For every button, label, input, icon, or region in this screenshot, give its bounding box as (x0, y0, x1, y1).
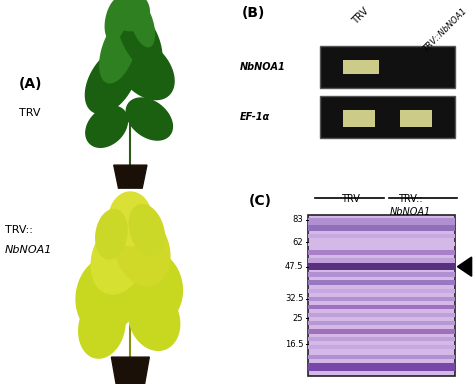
FancyBboxPatch shape (308, 263, 455, 270)
Polygon shape (129, 205, 164, 256)
FancyBboxPatch shape (308, 355, 455, 359)
FancyBboxPatch shape (308, 250, 455, 255)
Polygon shape (111, 357, 149, 384)
FancyBboxPatch shape (308, 215, 455, 376)
Polygon shape (115, 39, 174, 99)
Polygon shape (76, 257, 137, 334)
Text: 16.5: 16.5 (285, 339, 303, 349)
FancyBboxPatch shape (308, 297, 455, 301)
FancyBboxPatch shape (308, 337, 455, 341)
Text: (C): (C) (249, 194, 272, 208)
FancyBboxPatch shape (308, 258, 455, 263)
Text: TRV: TRV (341, 194, 360, 204)
FancyBboxPatch shape (343, 60, 379, 74)
Polygon shape (96, 210, 127, 259)
Polygon shape (86, 106, 128, 147)
Polygon shape (111, 0, 149, 31)
FancyBboxPatch shape (308, 218, 455, 225)
Polygon shape (100, 17, 137, 83)
Polygon shape (118, 6, 162, 71)
Polygon shape (130, 0, 155, 47)
Polygon shape (79, 295, 125, 358)
Polygon shape (109, 192, 152, 246)
Polygon shape (91, 220, 146, 294)
Text: NbNOA1: NbNOA1 (389, 207, 431, 217)
Text: 83: 83 (292, 215, 303, 224)
FancyBboxPatch shape (308, 225, 455, 231)
FancyBboxPatch shape (308, 280, 455, 285)
FancyBboxPatch shape (320, 46, 455, 88)
Text: (B): (B) (242, 6, 265, 20)
Text: TRV: TRV (350, 6, 371, 26)
Text: NbNOA1: NbNOA1 (239, 62, 285, 72)
Polygon shape (105, 0, 127, 41)
Text: TRV::: TRV:: (398, 194, 422, 204)
FancyBboxPatch shape (308, 345, 455, 349)
Polygon shape (457, 257, 472, 276)
FancyBboxPatch shape (308, 272, 455, 277)
Text: EF-1α: EF-1α (239, 112, 270, 122)
Polygon shape (114, 165, 147, 188)
Text: (A): (A) (19, 77, 43, 91)
Polygon shape (115, 214, 170, 286)
FancyBboxPatch shape (308, 362, 455, 371)
Polygon shape (128, 287, 180, 350)
Text: TRV: TRV (19, 108, 40, 118)
FancyBboxPatch shape (308, 233, 455, 238)
FancyBboxPatch shape (343, 110, 375, 127)
Polygon shape (85, 48, 137, 113)
Text: 32.5: 32.5 (285, 295, 303, 303)
Text: 25: 25 (293, 314, 303, 323)
FancyBboxPatch shape (320, 96, 455, 138)
FancyBboxPatch shape (308, 242, 455, 247)
Text: TRV::NbNOA1: TRV::NbNOA1 (422, 6, 469, 53)
Text: 47.5: 47.5 (285, 262, 303, 271)
Text: 62: 62 (293, 238, 303, 247)
FancyBboxPatch shape (308, 313, 455, 317)
FancyBboxPatch shape (308, 289, 455, 293)
Polygon shape (116, 250, 182, 326)
FancyBboxPatch shape (400, 110, 432, 127)
FancyBboxPatch shape (308, 305, 455, 310)
FancyBboxPatch shape (308, 329, 455, 334)
Polygon shape (126, 98, 173, 140)
FancyBboxPatch shape (308, 321, 455, 325)
Text: TRV::: TRV:: (5, 225, 33, 235)
Text: NbNOA1: NbNOA1 (5, 245, 52, 255)
